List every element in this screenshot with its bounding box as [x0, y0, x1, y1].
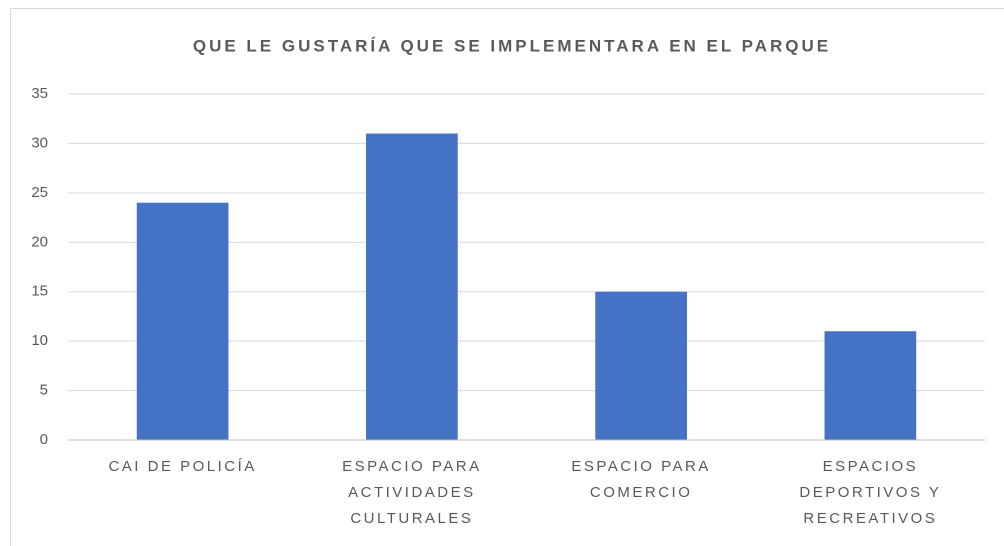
y-tick-label: 25	[31, 184, 48, 201]
x-tick-label: ESPACIO PARA COMERCIO	[571, 458, 711, 501]
bar	[824, 331, 917, 440]
y-tick-label: 30	[31, 134, 48, 151]
chart-title: QUE LE GUSTARÍA QUE SE IMPLEMENTARA EN E…	[193, 36, 831, 55]
y-tick-label: 10	[31, 332, 48, 349]
bar	[595, 291, 687, 440]
y-tick-label: 0	[40, 431, 48, 448]
x-tick-label: ESPACIO PARA ACTIVIDADES CULTURALES	[342, 458, 482, 527]
y-tick-label: 5	[40, 382, 48, 399]
y-tick-label: 35	[31, 85, 48, 102]
bar	[366, 133, 458, 441]
y-tick-label: 20	[31, 233, 48, 250]
chart-border	[10, 8, 1004, 546]
bar	[136, 202, 229, 440]
x-tick-label: ESPACIOS DEPORTIVOS Y RECREATIVOS	[799, 458, 942, 527]
y-tick-label: 15	[31, 283, 48, 300]
x-tick-label: CAI DE POLICÍA	[108, 458, 257, 475]
